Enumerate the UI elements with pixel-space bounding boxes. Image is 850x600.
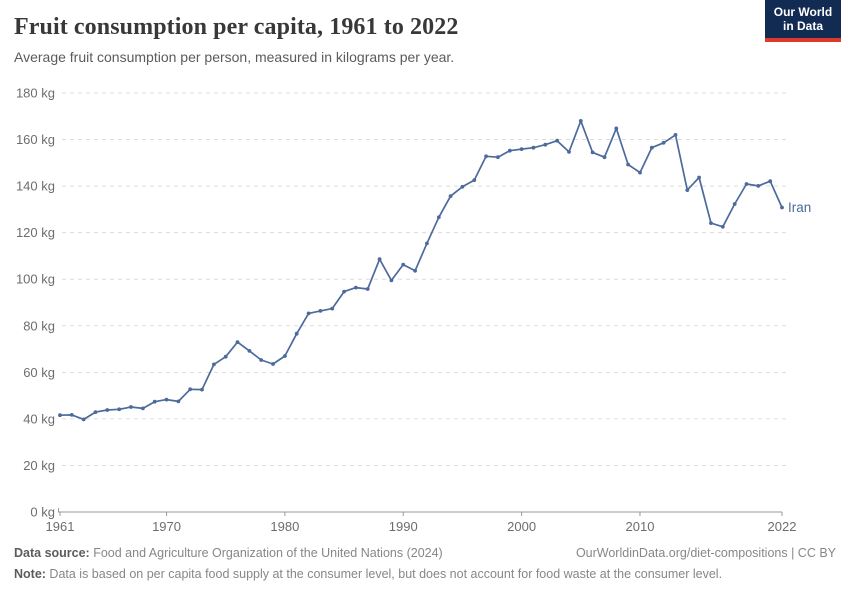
data-point-iran-1974[interactable] <box>212 362 216 367</box>
data-point-iran-2002[interactable] <box>543 142 548 147</box>
data-point-iran-1996[interactable] <box>472 178 477 183</box>
data-point-iran-1997[interactable] <box>484 154 488 159</box>
series-line-iran <box>59 120 783 421</box>
y-tick-label-120: 120 kg <box>16 225 55 240</box>
data-point-iran-2004[interactable] <box>567 150 571 154</box>
data-point-iran-1981[interactable] <box>294 331 299 336</box>
data-point-iran-1972[interactable] <box>188 387 193 392</box>
y-tick-label-140: 140 kg <box>16 179 55 194</box>
owid-logo-line2: in Data <box>782 19 823 33</box>
data-point-iran-2019[interactable] <box>744 182 749 186</box>
data-source-label: Data source: <box>14 546 90 560</box>
license-link[interactable]: OurWorldinData.org/diet-compositions | C… <box>575 546 836 560</box>
data-point-iran-2011[interactable] <box>649 145 654 150</box>
data-point-iran-1963[interactable] <box>81 417 86 422</box>
data-point-iran-1967[interactable] <box>129 405 133 409</box>
data-point-iran-1992[interactable] <box>425 241 429 246</box>
data-point-iran-1975[interactable] <box>223 354 228 359</box>
data-point-iran-1988[interactable] <box>377 257 382 262</box>
data-point-iran-1986[interactable] <box>354 285 358 290</box>
owid-logo[interactable]: Our World in Data <box>765 0 841 42</box>
data-point-iran-1980[interactable] <box>283 354 287 358</box>
data-point-iran-2008[interactable] <box>614 126 619 131</box>
data-point-iran-2000[interactable] <box>519 147 524 152</box>
data-point-iran-2003[interactable] <box>555 138 559 143</box>
data-point-iran-1982[interactable] <box>306 311 311 316</box>
data-point-iran-1991[interactable] <box>413 268 417 273</box>
y-tick-label-0: 0 kg <box>30 505 55 520</box>
data-point-iran-1968[interactable] <box>141 406 145 411</box>
data-point-iran-1971[interactable] <box>176 399 181 404</box>
data-point-iran-1969[interactable] <box>152 399 157 404</box>
y-tick-label-100: 100 kg <box>16 272 55 287</box>
data-point-iran-1998[interactable] <box>496 155 500 160</box>
chart-footer: Data source: Food and Agriculture Organi… <box>14 546 836 581</box>
data-point-iran-1994[interactable] <box>448 194 453 199</box>
data-point-iran-1985[interactable] <box>342 289 346 294</box>
page-title: Fruit consumption per capita, 1961 to 20… <box>14 14 459 40</box>
data-point-iran-1966[interactable] <box>117 407 122 412</box>
data-point-iran-2022[interactable] <box>780 205 784 210</box>
note-text: Data is based on per capita food supply … <box>45 567 723 581</box>
x-tick-label-2010: 2010 <box>626 519 655 534</box>
data-point-iran-1970[interactable] <box>164 397 169 402</box>
data-point-iran-2009[interactable] <box>626 162 630 167</box>
data-point-iran-1964[interactable] <box>93 410 98 414</box>
y-tick-label-40: 40 kg <box>23 411 55 426</box>
y-tick-label-180: 180 kg <box>16 86 55 101</box>
data-point-iran-1987[interactable] <box>365 287 370 291</box>
data-point-iran-2001[interactable] <box>531 145 536 150</box>
data-point-iran-1995[interactable] <box>460 184 465 189</box>
data-point-iran-2005[interactable] <box>578 119 583 123</box>
data-point-iran-2018[interactable] <box>732 202 737 206</box>
data-point-iran-2006[interactable] <box>590 150 595 155</box>
x-tick-label-1980: 1980 <box>270 519 299 534</box>
data-point-iran-2007[interactable] <box>602 155 607 160</box>
data-point-iran-2017[interactable] <box>720 224 725 229</box>
y-tick-label-80: 80 kg <box>23 318 55 333</box>
y-tick-label-160: 160 kg <box>16 132 55 147</box>
data-point-iran-1978[interactable] <box>259 358 264 362</box>
data-point-iran-1979[interactable] <box>271 362 275 366</box>
data-point-iran-2021[interactable] <box>768 179 773 184</box>
data-point-iran-2020[interactable] <box>756 184 761 188</box>
x-tick-label-2022: 2022 <box>768 519 797 534</box>
data-point-iran-1984[interactable] <box>330 306 335 311</box>
x-tick-label-2000: 2000 <box>507 519 536 534</box>
data-source-line: Data source: Food and Agriculture Organi… <box>14 546 443 560</box>
data-source-text: Food and Agriculture Organization of the… <box>89 546 443 560</box>
data-point-iran-1973[interactable] <box>200 387 204 392</box>
data-point-iran-1961[interactable] <box>58 413 62 418</box>
data-point-iran-2010[interactable] <box>638 170 642 175</box>
data-point-iran-1999[interactable] <box>507 148 512 153</box>
data-point-iran-1977[interactable] <box>247 349 252 353</box>
chart-subtitle: Average fruit consumption per person, me… <box>14 49 455 66</box>
note-label: Note: <box>14 567 46 581</box>
data-point-iran-2015[interactable] <box>697 175 701 180</box>
x-tick-label-1961: 1961 <box>46 519 75 534</box>
data-point-iran-2012[interactable] <box>661 140 666 145</box>
data-point-iran-1993[interactable] <box>436 215 441 220</box>
data-point-iran-2016[interactable] <box>709 221 713 226</box>
x-tick-label-1990: 1990 <box>389 519 418 534</box>
data-point-iran-1976[interactable] <box>235 340 240 344</box>
data-point-iran-1989[interactable] <box>389 278 394 283</box>
owid-logo-line1: Our World <box>773 5 833 19</box>
y-tick-label-20: 20 kg <box>23 458 55 473</box>
data-point-iran-2013[interactable] <box>673 133 678 137</box>
x-tick-label-1970: 1970 <box>152 519 181 534</box>
data-point-iran-2014[interactable] <box>685 188 690 193</box>
chart-header: Fruit consumption per capita, 1961 to 20… <box>14 14 836 65</box>
data-point-iran-1965[interactable] <box>105 408 110 412</box>
data-point-iran-1962[interactable] <box>69 413 74 417</box>
series-label-iran[interactable]: Iran <box>788 200 811 215</box>
y-tick-label-60: 60 kg <box>23 365 55 380</box>
data-point-iran-1983[interactable] <box>318 309 323 313</box>
data-point-iran-1990[interactable] <box>401 262 406 267</box>
note-line: Note: Data is based on per capita food s… <box>14 567 836 581</box>
